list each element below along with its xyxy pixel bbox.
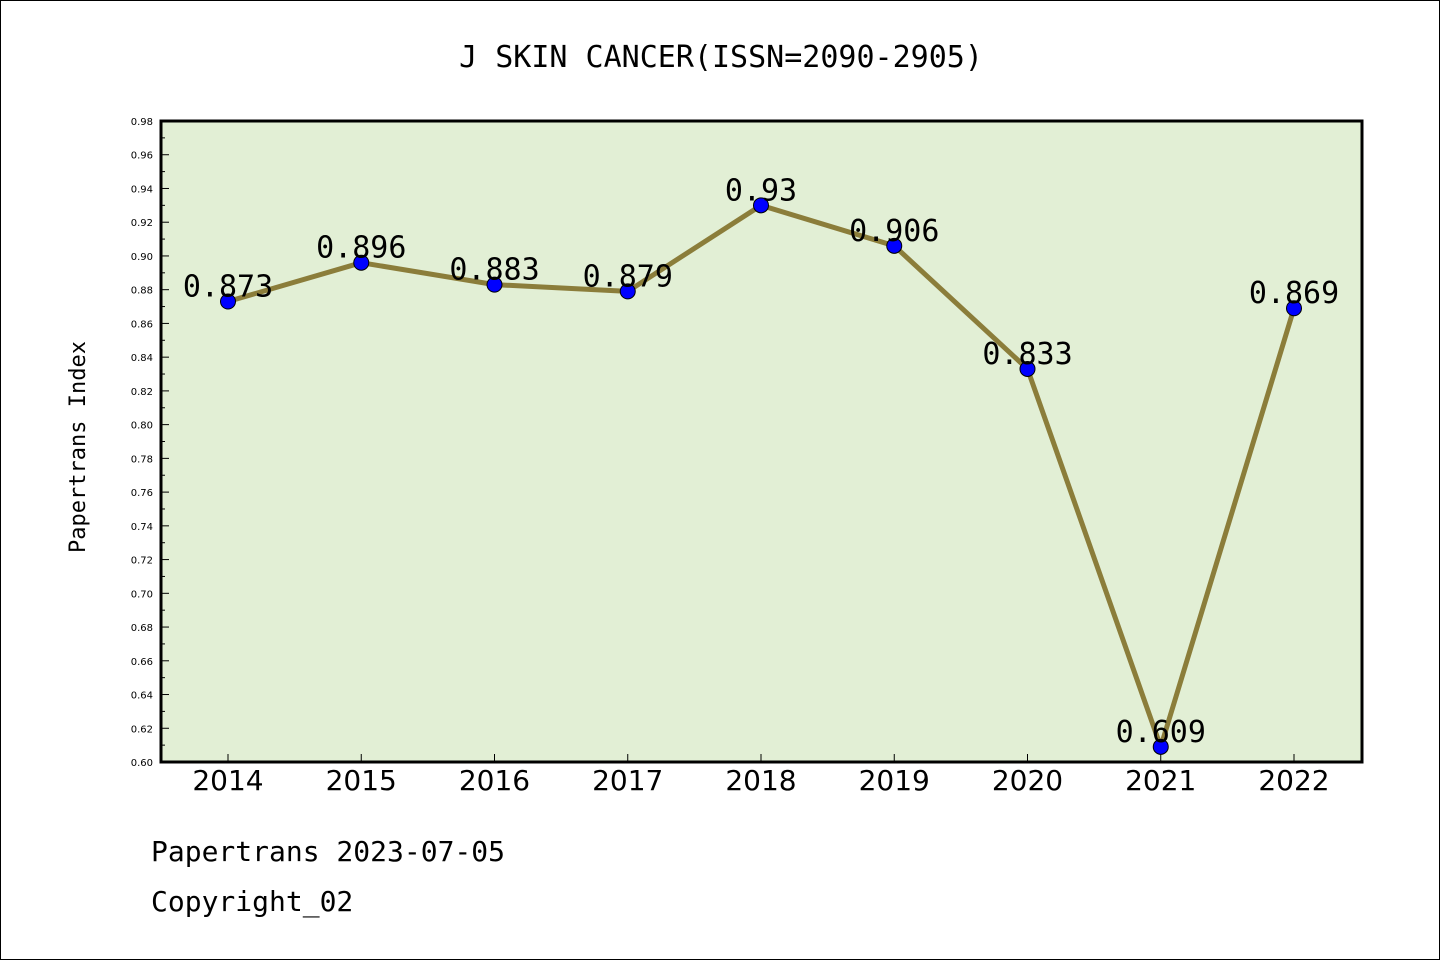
data-label: 0.883 <box>449 253 539 288</box>
y-tick-label: 0.62 <box>131 724 153 735</box>
axis-ticks: 0.60 0.62 0.64 0.66 0.68 0.70 0.72 0.74 0.76 0.78… <box>131 117 1330 797</box>
plot-border <box>159 119 1364 764</box>
x-tick-label: 2017 <box>592 764 663 797</box>
y-tick-label: 0.96 <box>131 151 153 162</box>
x-tick-label: 2018 <box>725 764 796 797</box>
y-tick-label: 0.94 <box>131 184 153 195</box>
y-tick-label: 0.76 <box>131 488 153 499</box>
data-point-marker <box>886 237 903 254</box>
data-label: 0.833 <box>982 337 1072 372</box>
data-point-marker <box>353 254 370 271</box>
data-point-marker <box>753 197 769 214</box>
x-tick-label: 2014 <box>192 764 263 797</box>
y-tick-label: 0.86 <box>131 319 153 330</box>
y-axis-label: Papertrans Index <box>66 341 91 553</box>
y-tick-label: 0.78 <box>131 454 153 465</box>
plot-area <box>161 121 1362 762</box>
y-tick-label: 0.88 <box>131 286 153 297</box>
data-label: 0.896 <box>316 231 406 266</box>
chart-title: J SKIN CANCER(ISSN=2090-2905) <box>459 40 983 75</box>
x-tick-label: 2015 <box>326 764 397 797</box>
y-tick-label: 0.80 <box>131 421 153 432</box>
x-tick-label: 2016 <box>459 764 530 797</box>
y-tick-label: 0.92 <box>131 218 153 229</box>
y-tick-label: 0.66 <box>131 657 153 668</box>
x-tick-label: 2022 <box>1258 764 1329 797</box>
y-tick-label: 0.68 <box>131 623 153 634</box>
data-label: 0.879 <box>583 259 673 294</box>
x-tick-label: 2020 <box>992 764 1063 797</box>
y-tick-label: 0.82 <box>131 387 153 398</box>
data-label: 0.906 <box>849 214 939 249</box>
y-tick-label: 0.84 <box>131 353 153 364</box>
data-label: 0.609 <box>1116 715 1206 750</box>
data-labels: 0.873 0.896 0.883 0.879 0.93 0.906 0.833 0.609 0… <box>183 173 1339 749</box>
series-markers <box>220 197 1302 755</box>
data-point-marker <box>1152 738 1169 755</box>
y-tick-label: 0.90 <box>131 252 153 263</box>
y-tick-label: 0.74 <box>131 522 153 533</box>
y-tick-label: 0.72 <box>131 556 153 567</box>
data-point-marker <box>619 283 636 300</box>
data-label: 0.93 <box>725 173 797 208</box>
data-point-marker <box>1286 300 1302 317</box>
y-tick-label: 0.60 <box>131 758 153 769</box>
y-tick-label: 0.98 <box>131 117 153 128</box>
x-tick-label: 2019 <box>859 764 930 797</box>
data-label: 0.873 <box>183 269 273 304</box>
y-tick-label: 0.64 <box>131 691 153 702</box>
footer-copyright: Copyright_02 <box>151 885 354 918</box>
data-point-marker <box>1019 360 1036 377</box>
data-label: 0.869 <box>1249 276 1339 311</box>
y-tick-label: 0.70 <box>131 589 153 600</box>
data-point-marker <box>486 276 503 293</box>
data-point-marker <box>220 293 236 310</box>
footer-date: Papertrans 2023-07-05 <box>151 835 506 868</box>
x-tick-label: 2021 <box>1125 764 1196 797</box>
